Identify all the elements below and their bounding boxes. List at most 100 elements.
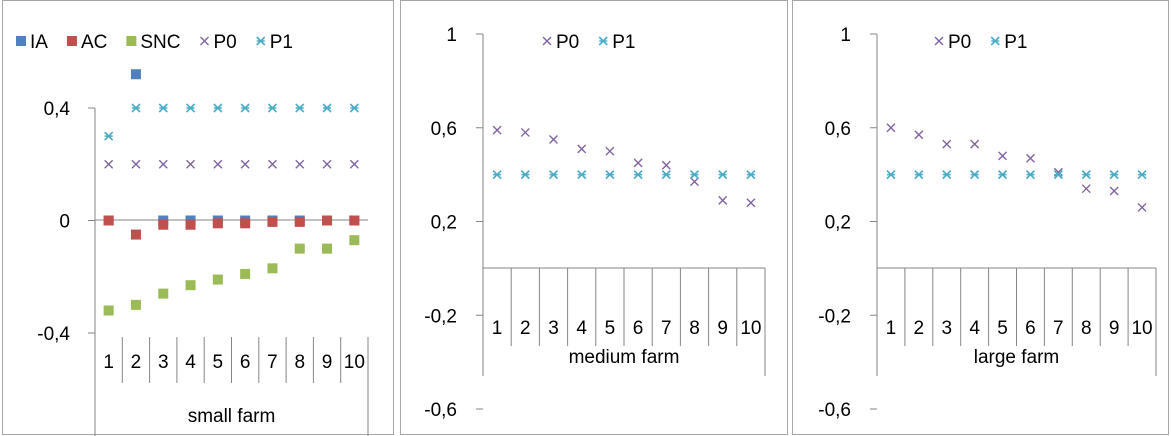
data-point-p1 [689, 170, 700, 180]
x-tick-label: 7 [661, 318, 672, 339]
x-tick-label: 3 [548, 318, 559, 339]
y-tick-label: 0 [59, 212, 70, 233]
legend-label-p1: P1 [612, 32, 635, 53]
x-tick-label: 10 [740, 318, 761, 339]
legend-label-p0: P0 [556, 32, 579, 53]
y-tick-label: -0,4 [37, 324, 70, 345]
data-point-p1 [997, 170, 1008, 180]
data-point-p1 [970, 170, 980, 180]
data-point-ac [322, 215, 333, 226]
x-tick-label: 1 [492, 318, 503, 339]
data-point-p1 [520, 170, 530, 180]
y-tick-label: 1 [446, 25, 457, 46]
legend-marker-p0 [542, 36, 552, 46]
data-point-p0 [577, 144, 587, 154]
y-tick-label: -0,2 [818, 306, 851, 327]
data-point-p0 [186, 159, 196, 169]
y-tick-label: -0,6 [818, 400, 851, 421]
data-point-p0 [240, 159, 250, 169]
data-point-p0 [942, 139, 952, 149]
data-point-p0 [213, 159, 223, 169]
x-tick-label: 4 [185, 352, 196, 373]
legend-label-snc: SNC [140, 32, 180, 53]
y-tick-label: 0,2 [431, 213, 457, 234]
data-point-p0 [295, 159, 305, 169]
data-point-ac [130, 229, 141, 240]
data-point-p1 [104, 131, 114, 141]
data-point-ac [240, 218, 251, 229]
data-point-p0 [267, 159, 277, 169]
x-tick-label: 10 [344, 352, 365, 373]
data-point-p0 [549, 134, 558, 144]
data-point-p1 [1053, 170, 1063, 180]
legend-marker-p0 [934, 36, 944, 46]
data-point-p1 [295, 103, 305, 113]
data-point-p1 [746, 170, 756, 180]
x-tick-label: 7 [267, 352, 278, 373]
legend-marker-ac [66, 36, 77, 46]
data-point-snc [212, 274, 223, 285]
data-point-p0 [970, 139, 980, 149]
legend-marker-p1 [598, 36, 608, 46]
legend-label-p1: P1 [1004, 32, 1027, 53]
x-tick-label: 8 [294, 352, 305, 373]
data-point-p1 [914, 170, 924, 180]
x-tick-label: 2 [131, 352, 142, 373]
data-point-p1 [548, 170, 559, 180]
data-point-p1 [267, 103, 278, 113]
data-point-p1 [605, 170, 615, 180]
x-tick-label: 5 [213, 352, 224, 373]
data-point-snc [185, 280, 196, 291]
data-point-p1 [1081, 170, 1091, 180]
data-point-p1 [718, 170, 728, 180]
y-tick-label: 0,4 [44, 99, 71, 120]
data-point-p0 [349, 159, 359, 169]
data-point-snc [130, 299, 141, 310]
data-point-p1 [886, 170, 896, 180]
x-tick-label: 6 [633, 318, 644, 339]
data-point-p0 [1137, 202, 1147, 212]
data-point-snc [158, 288, 169, 299]
medium-farm-chart-panel: 1 0,6 0,2 -0,2 -0,6 1 2 3 4 5 6 7 8 9 10 medium farm P0 P… [400, 0, 788, 435]
data-point-ia [130, 69, 141, 80]
data-point-snc [349, 235, 360, 246]
legend-marker-p1 [256, 36, 266, 46]
x-tick-label: 5 [997, 318, 1008, 339]
x-tick-label: 6 [240, 352, 251, 373]
data-point-p1 [185, 103, 196, 113]
x-axis-label: large farm [974, 347, 1060, 368]
y-tick-label: 1 [840, 25, 851, 46]
data-point-p0 [492, 125, 502, 135]
data-point-snc [103, 305, 114, 316]
data-point-p1 [661, 170, 671, 180]
y-tick-label: 0,6 [825, 119, 851, 140]
data-point-p0 [131, 159, 141, 169]
y-tick-label: 0,2 [825, 213, 851, 234]
legend-label-ac: AC [81, 32, 107, 53]
data-point-ac [212, 218, 223, 229]
x-axis-label: small farm [188, 406, 276, 427]
data-point-p0 [718, 195, 728, 205]
legend-marker-p0 [199, 36, 209, 46]
x-tick-label: 2 [914, 318, 925, 339]
legend-marker-ia [16, 36, 26, 46]
data-point-p0 [661, 160, 671, 170]
data-point-ac [185, 219, 196, 230]
data-point-p0 [886, 123, 896, 133]
data-point-p1 [131, 103, 141, 113]
data-point-p1 [1025, 170, 1036, 180]
x-tick-label: 1 [103, 352, 114, 373]
x-axis-label: medium farm [569, 347, 680, 368]
data-point-p1 [158, 103, 168, 113]
x-tick-label: 9 [322, 352, 333, 373]
data-point-ac [267, 216, 278, 227]
data-point-p1 [942, 170, 952, 180]
data-point-p1 [349, 103, 359, 113]
y-tick-label: 0,6 [431, 119, 457, 140]
data-point-ac [294, 216, 305, 227]
legend-label-p0: P0 [948, 32, 971, 53]
data-point-snc [240, 268, 251, 279]
data-point-p1 [322, 103, 332, 113]
